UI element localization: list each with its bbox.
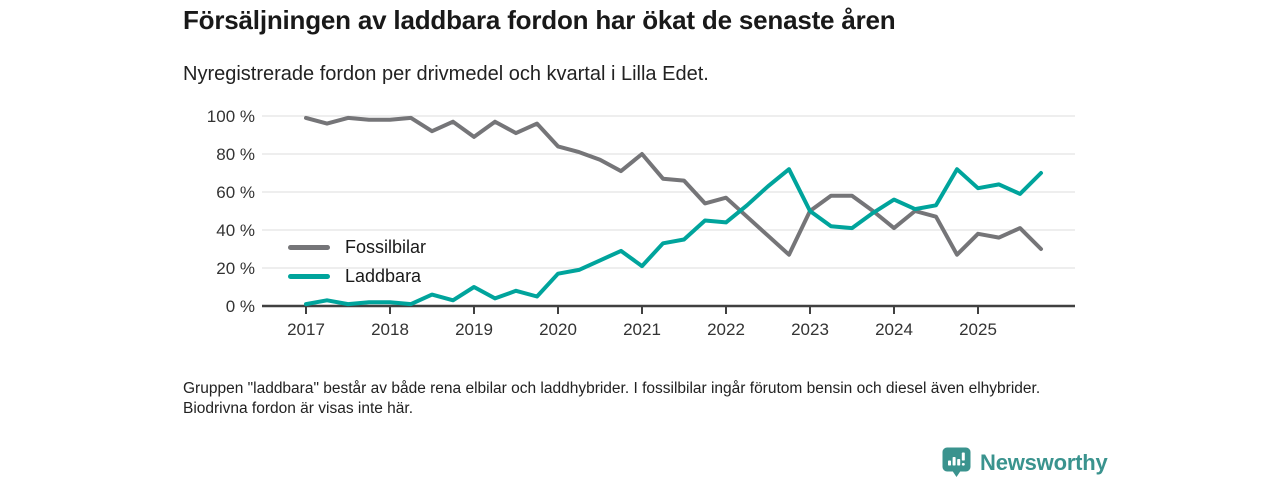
legend-label-laddbara: Laddbara: [345, 266, 422, 286]
x-axis-tick-label: 2017: [287, 320, 325, 339]
y-axis-tick-label: 60 %: [216, 183, 255, 202]
legend-item-fossilbilar: Fossilbilar: [288, 237, 426, 258]
legend: Fossilbilar Laddbara: [288, 237, 426, 287]
y-axis-tick-label: 0 %: [226, 297, 255, 316]
x-axis-tick-label: 2021: [623, 320, 661, 339]
x-axis-tick-label: 2022: [707, 320, 745, 339]
footnote: Gruppen "laddbara" består av både rena e…: [183, 380, 1041, 417]
legend-item-laddbara: Laddbara: [288, 266, 426, 287]
fossilbilar-line: [304, 115, 1043, 257]
legend-swatch-fossilbilar: [288, 245, 330, 250]
chart-title: Försäljningen av laddbara fordon har öka…: [183, 5, 896, 35]
x-axis-tick-label: 2023: [791, 320, 829, 339]
newsworthy-wordmark: Newsworthy: [980, 449, 1108, 475]
laddbara-line: [304, 167, 1043, 307]
y-axis-tick-label: 40 %: [216, 221, 255, 240]
x-axis-tick-label: 2025: [959, 320, 997, 339]
x-axis-tick-label: 2018: [371, 320, 409, 339]
newsworthy-logo: Newsworthy: [942, 447, 1108, 478]
y-axis-tick-label: 20 %: [216, 259, 255, 278]
legend-label-fossilbilar: Fossilbilar: [345, 237, 427, 257]
y-axis-tick-label: 80 %: [216, 145, 255, 164]
y-axis-tick-label: 100 %: [207, 107, 255, 126]
newsworthy-icon: [942, 447, 971, 477]
x-axis-tick-label: 2019: [455, 320, 493, 339]
x-axis-tick-label: 2024: [875, 320, 913, 339]
legend-swatch-laddbara: [288, 274, 330, 279]
x-axis-tick-label: 2020: [539, 320, 577, 339]
chart-subtitle: Nyregistrerade fordon per drivmedel och …: [183, 63, 709, 85]
